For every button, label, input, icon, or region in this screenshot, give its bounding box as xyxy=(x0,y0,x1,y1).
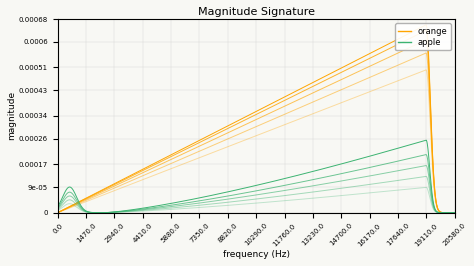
X-axis label: frequency (Hz): frequency (Hz) xyxy=(223,250,290,259)
Y-axis label: magnitude: magnitude xyxy=(7,91,16,140)
Legend: orange, apple: orange, apple xyxy=(395,23,450,51)
Title: Magnitude Signature: Magnitude Signature xyxy=(198,7,315,17)
